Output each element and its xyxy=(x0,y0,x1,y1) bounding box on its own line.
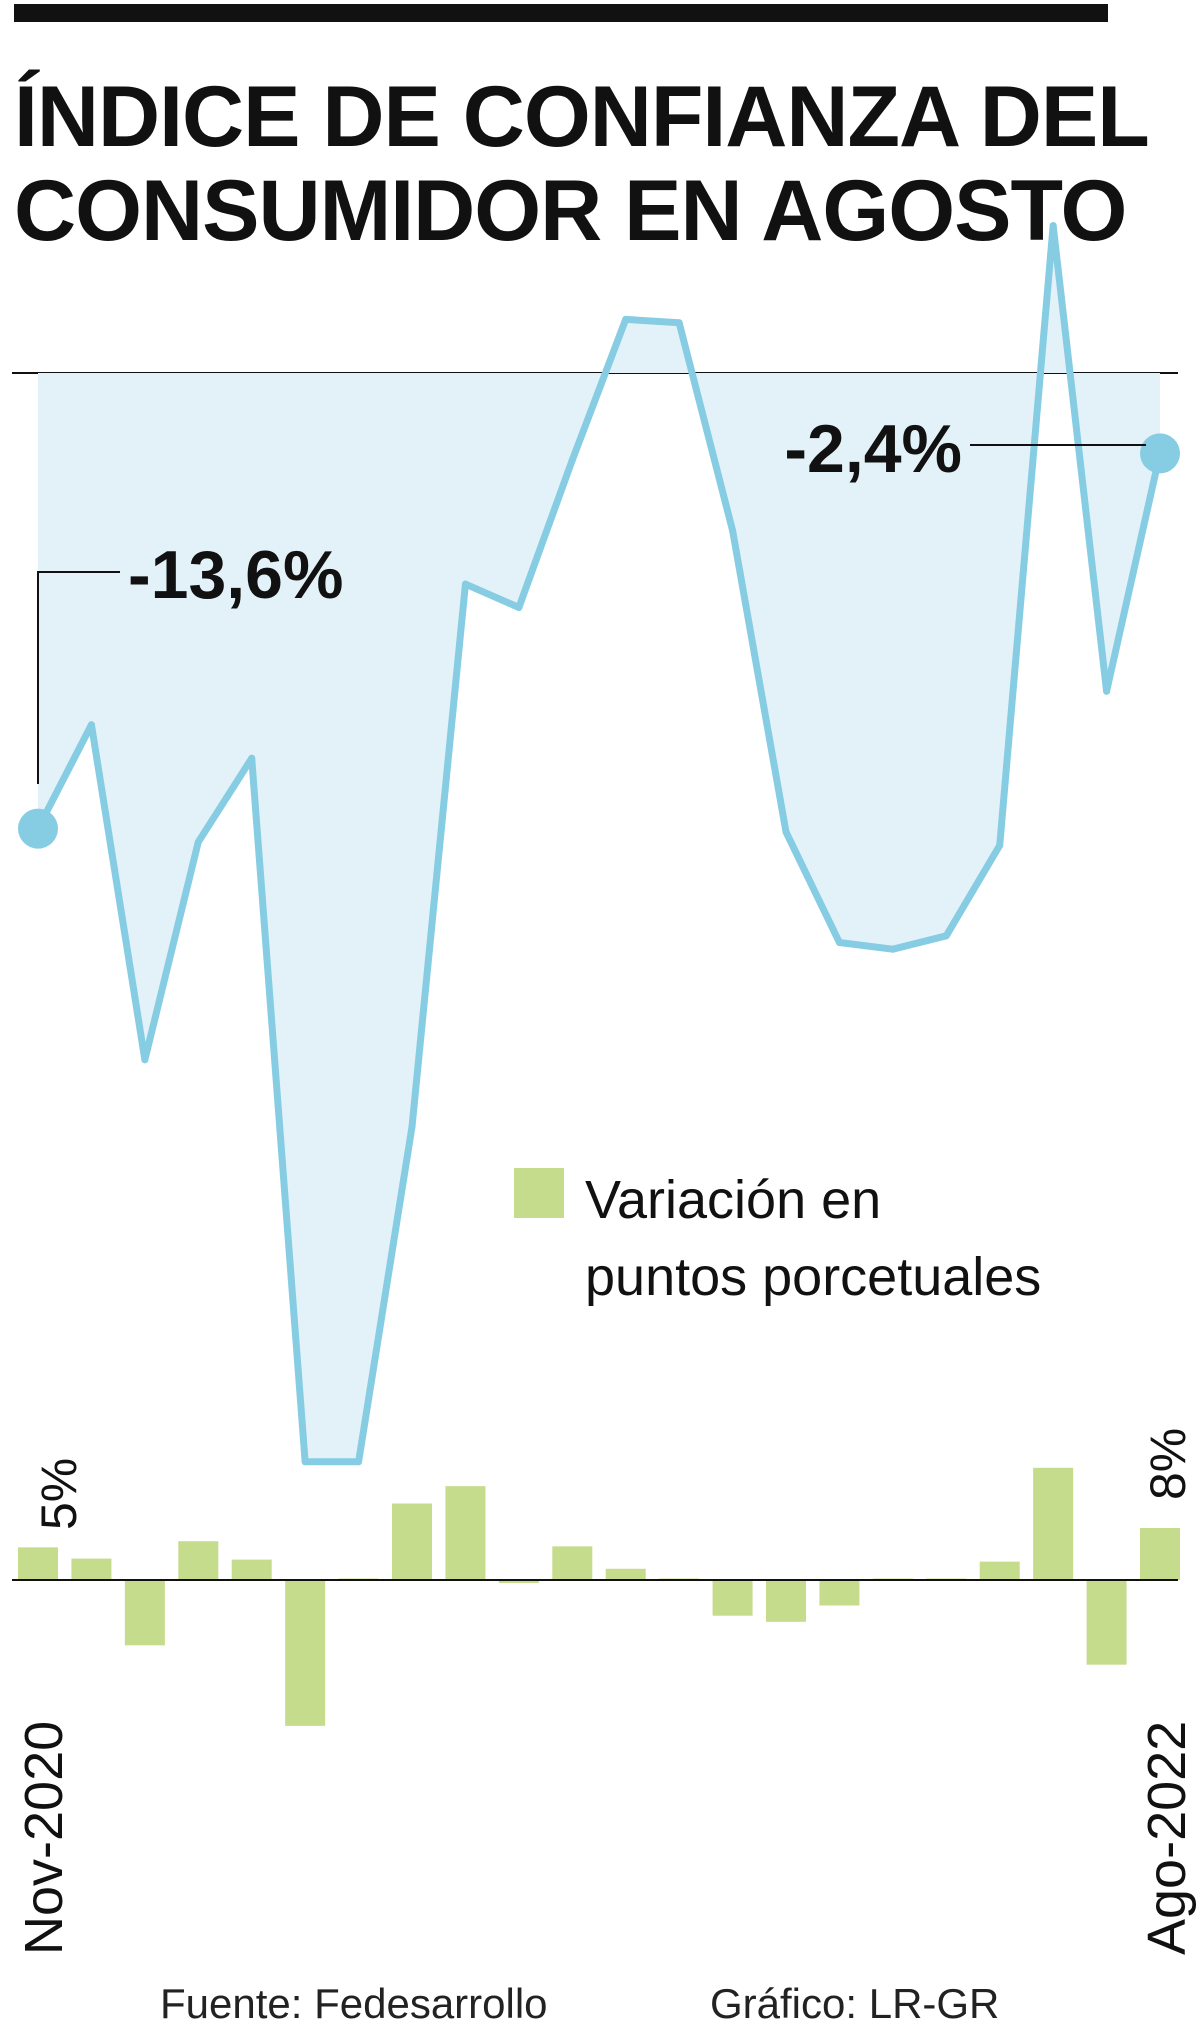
series-point xyxy=(568,456,576,464)
variation-bar xyxy=(979,1561,1020,1580)
variation-bar xyxy=(445,1486,486,1580)
variation-bar xyxy=(71,1558,112,1580)
variation-bar xyxy=(552,1546,593,1580)
variation-bar xyxy=(231,1559,272,1580)
source-credit: Fuente: Fedesarrollo xyxy=(160,1980,548,2027)
series-area xyxy=(38,225,1160,1462)
last-value-label: -2,4% xyxy=(784,411,962,487)
variation-bar xyxy=(178,1541,219,1580)
graphic-credit: Gráfico: LR-GR xyxy=(710,1980,1000,2027)
series-point xyxy=(87,721,95,729)
first-value-label: -13,6% xyxy=(128,537,343,613)
series-point xyxy=(248,754,256,762)
legend-swatch xyxy=(514,1168,564,1218)
series-point xyxy=(889,945,897,953)
series-point xyxy=(782,828,790,836)
variation-bar xyxy=(1086,1580,1127,1665)
series-point xyxy=(942,932,950,940)
bar-right-label: 8% xyxy=(1140,1428,1196,1500)
top-rule xyxy=(14,4,1108,22)
series-point xyxy=(515,604,523,611)
series-point xyxy=(675,319,683,327)
x-start-label: Nov-2020 xyxy=(14,1721,74,1955)
series-point xyxy=(622,315,630,323)
series-point xyxy=(355,1458,363,1466)
variation-bar xyxy=(124,1580,165,1646)
legend-text: Variación en puntos porcetuales xyxy=(585,1170,1041,1307)
x-end-label: Ago-2022 xyxy=(1137,1721,1197,1955)
series-point xyxy=(141,1056,149,1064)
last-point-marker xyxy=(1140,433,1180,474)
first-label-leader xyxy=(37,571,120,784)
series-point xyxy=(461,580,469,588)
legend-line-2: puntos porcetuales xyxy=(585,1247,1041,1307)
series-point xyxy=(1103,687,1111,695)
variation-bar xyxy=(18,1547,58,1580)
legend-line-1: Variación en xyxy=(585,1170,881,1230)
series-line xyxy=(34,222,1164,1466)
chart-title: ÍNDICE DE CONFIANZA DEL CONSUMIDOR EN AG… xyxy=(14,70,1164,258)
series-point xyxy=(996,841,1004,849)
series-point xyxy=(1049,222,1057,230)
variation-bar xyxy=(605,1568,646,1580)
series-point xyxy=(729,526,737,534)
variation-bar xyxy=(498,1580,539,1584)
variation-bar xyxy=(819,1580,860,1606)
variation-bar xyxy=(1140,1527,1180,1580)
variation-bar xyxy=(712,1580,753,1616)
variation-bar xyxy=(285,1580,326,1726)
series-point xyxy=(301,1458,309,1466)
bar-layer xyxy=(18,1467,1180,1726)
variation-bar xyxy=(392,1503,432,1580)
label-layer: -13,6% -2,4% xyxy=(37,411,1146,784)
first-point-marker xyxy=(18,808,58,849)
series-point xyxy=(835,939,843,946)
series-point xyxy=(194,838,202,846)
area-layer xyxy=(38,225,1160,1462)
title-line-1: ÍNDICE DE CONFIANZA DEL xyxy=(14,69,1150,165)
bar-left-label: 5% xyxy=(31,1458,87,1530)
variation-bar xyxy=(1033,1467,1074,1580)
series-point xyxy=(408,1123,416,1131)
line-layer xyxy=(18,222,1180,1466)
title-line-2: CONSUMIDOR EN AGOSTO xyxy=(14,163,1127,259)
variation-bar xyxy=(766,1580,806,1622)
